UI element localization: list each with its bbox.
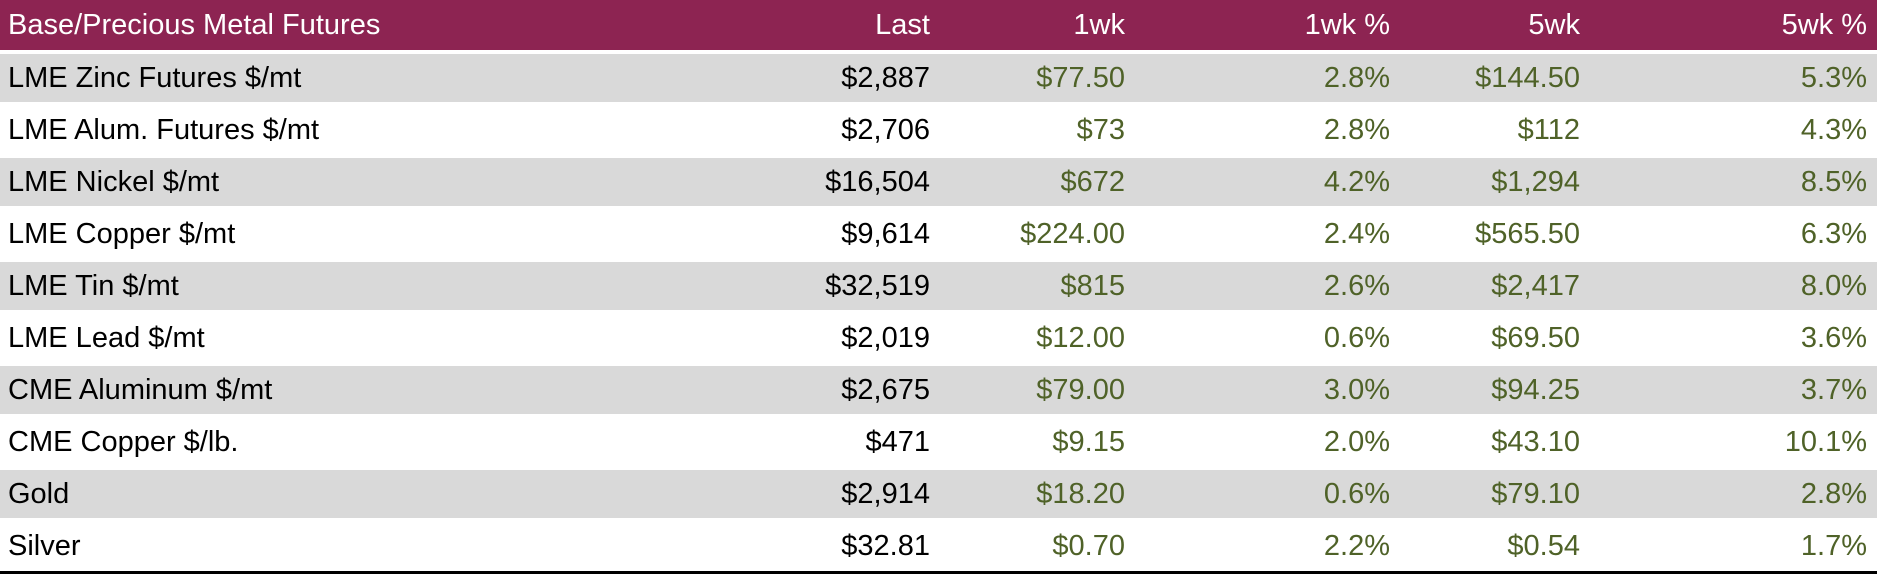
- cell-last-price: $471: [740, 414, 940, 468]
- header-title: Base/Precious Metal Futures: [0, 0, 740, 54]
- cell-5wk-change: $94.25: [1400, 362, 1590, 416]
- cell-instrument-name: LME Zinc Futures $/mt: [8, 61, 302, 94]
- cell-1wk-change: $77.50: [1036, 61, 1125, 94]
- cell-5wk-percent: 6.3%: [1590, 206, 1877, 260]
- table-header: Base/Precious Metal Futures Last 1wk 1wk…: [0, 0, 1877, 54]
- cell-last-price: $2,706: [740, 102, 940, 156]
- header-last: Last: [740, 0, 940, 54]
- cell-1wk-percent: 2.8%: [1323, 61, 1390, 94]
- cell-5wk-percent: 1.7%: [1590, 518, 1877, 572]
- cell-5wk-percent: 3.6%: [1590, 310, 1877, 364]
- cell-instrument-name: Gold: [0, 466, 740, 520]
- table-row: LME Tin $/mt $32,519 $815 2.6% $2,417 8.…: [0, 258, 1877, 312]
- cell-last-price: $16,504: [740, 154, 940, 208]
- cell-last-price: $2,914: [740, 466, 940, 520]
- cell-5wk-percent: 4.3%: [1590, 102, 1877, 156]
- header-1wk-percent: 1wk %: [1135, 0, 1400, 54]
- cell-instrument-name: LME Nickel $/mt: [0, 154, 740, 208]
- cell-1wk-change: $79.00: [940, 362, 1135, 416]
- cell-last-price: $2,019: [740, 310, 940, 364]
- cell-1wk-change: $672: [940, 154, 1135, 208]
- cell-instrument-name: CME Copper $/lb.: [0, 414, 740, 468]
- header-5wk-percent: 5wk %: [1590, 0, 1877, 54]
- cell-last-price: $2,675: [740, 362, 940, 416]
- cell-5wk-change: $0.54: [1400, 518, 1590, 572]
- cell-5wk-percent: 2.8%: [1590, 466, 1877, 520]
- cell-5wk-change: $144.50: [1475, 61, 1580, 94]
- cell-5wk-change: $79.10: [1400, 466, 1590, 520]
- cell-1wk-percent: 3.0%: [1135, 362, 1400, 416]
- cell-instrument-name: LME Tin $/mt: [0, 258, 740, 312]
- header-1wk: 1wk: [940, 0, 1135, 54]
- cell-1wk-percent: 2.8%: [1135, 102, 1400, 156]
- cell-last-price: $9,614: [740, 206, 940, 260]
- header-row: Base/Precious Metal Futures Last 1wk 1wk…: [0, 0, 1877, 54]
- table-row: Silver $32.81 $0.70 2.2% $0.54 1.7%: [0, 518, 1877, 572]
- cell-5wk-percent: 3.7%: [1590, 362, 1877, 416]
- cell-last-price: $32,519: [740, 258, 940, 312]
- cell-1wk-percent: 2.4%: [1135, 206, 1400, 260]
- cell-1wk-percent: 2.6%: [1135, 258, 1400, 312]
- cell-1wk-percent: 4.2%: [1135, 154, 1400, 208]
- cell-1wk-percent: 0.6%: [1135, 466, 1400, 520]
- cell-1wk-change: $73: [940, 102, 1135, 156]
- cell-1wk-percent: 0.6%: [1135, 310, 1400, 364]
- table-row: LME Zinc Futures $/mt $2,887 $77.50 2.8%…: [0, 52, 1877, 104]
- cell-1wk-change: $12.00: [940, 310, 1135, 364]
- table-body: LME Zinc Futures $/mt $2,887 $77.50 2.8%…: [0, 52, 1877, 572]
- cell-1wk-percent: 2.2%: [1135, 518, 1400, 572]
- table-row: LME Lead $/mt $2,019 $12.00 0.6% $69.50 …: [0, 310, 1877, 364]
- cell-5wk-percent: 5.3%: [1800, 61, 1867, 94]
- cell-1wk-percent: 2.0%: [1135, 414, 1400, 468]
- cell-1wk-change: $0.70: [940, 518, 1135, 572]
- table-row: CME Copper $/lb. $471 $9.15 2.0% $43.10 …: [0, 414, 1877, 468]
- cell-instrument-name: LME Alum. Futures $/mt: [0, 102, 740, 156]
- cell-5wk-change: $112: [1400, 102, 1590, 156]
- cell-last-price: $2,887: [841, 61, 930, 94]
- cell-1wk-change: $815: [940, 258, 1135, 312]
- cell-5wk-percent: 8.5%: [1590, 154, 1877, 208]
- cell-instrument-name: CME Aluminum $/mt: [0, 362, 740, 416]
- cell-instrument-name: Silver: [0, 518, 740, 572]
- cell-instrument-name: LME Lead $/mt: [0, 310, 740, 364]
- cell-1wk-change: $9.15: [940, 414, 1135, 468]
- cell-1wk-change: $224.00: [940, 206, 1135, 260]
- header-5wk: 5wk: [1400, 0, 1590, 54]
- cell-5wk-change: $1,294: [1400, 154, 1590, 208]
- table-row: LME Alum. Futures $/mt $2,706 $73 2.8% $…: [0, 102, 1877, 156]
- cell-last-price: $32.81: [740, 518, 940, 572]
- cell-5wk-percent: 8.0%: [1590, 258, 1877, 312]
- table-row: CME Aluminum $/mt $2,675 $79.00 3.0% $94…: [0, 362, 1877, 416]
- cell-1wk-change: $18.20: [940, 466, 1135, 520]
- table-row: LME Nickel $/mt $16,504 $672 4.2% $1,294…: [0, 154, 1877, 208]
- cell-5wk-percent: 10.1%: [1590, 414, 1877, 468]
- cell-5wk-change: $43.10: [1400, 414, 1590, 468]
- cell-instrument-name: LME Copper $/mt: [0, 206, 740, 260]
- cell-5wk-change: $565.50: [1400, 206, 1590, 260]
- cell-5wk-change: $69.50: [1400, 310, 1590, 364]
- cell-5wk-change: $2,417: [1400, 258, 1590, 312]
- table-row: LME Copper $/mt $9,614 $224.00 2.4% $565…: [0, 206, 1877, 260]
- table-row: Gold $2,914 $18.20 0.6% $79.10 2.8%: [0, 466, 1877, 520]
